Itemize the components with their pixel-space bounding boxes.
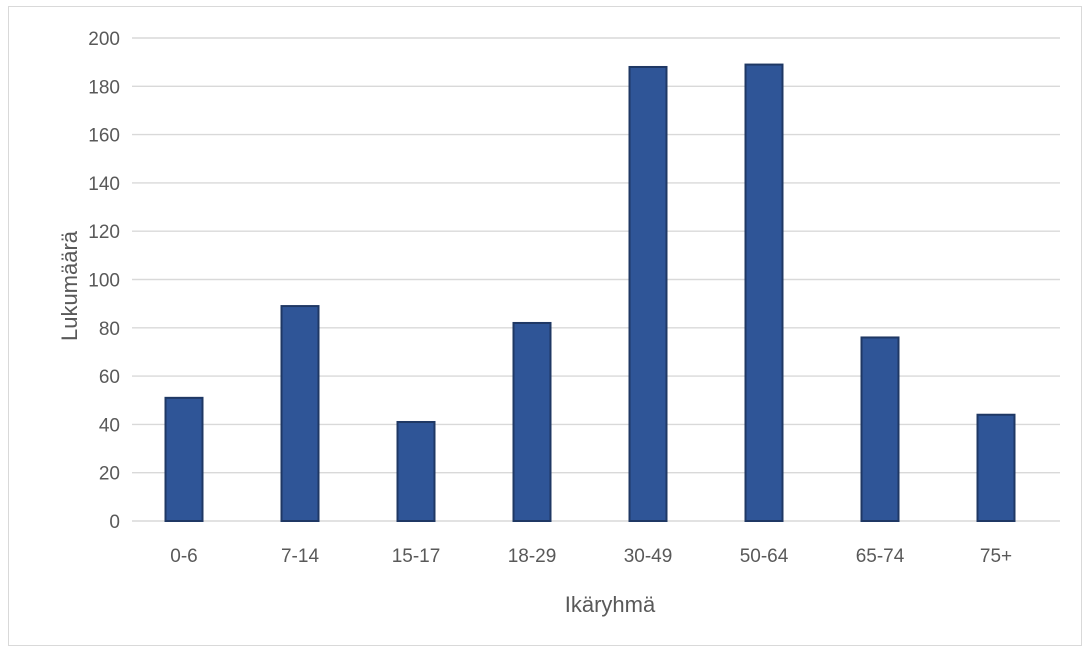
y-tick-labels: 0 20 40 60 80 100 120 140 160 180 200	[88, 29, 120, 533]
x-tick-label: 7-14	[281, 546, 319, 567]
y-tick-label: 0	[109, 512, 120, 533]
x-axis-title: Ikäryhmä	[565, 592, 656, 617]
x-tick-label: 30-49	[624, 546, 673, 567]
x-tick-label: 18-29	[508, 546, 557, 567]
x-tick-label: 15-17	[392, 546, 441, 567]
gridlines	[132, 37, 1060, 522]
y-tick-label: 100	[88, 271, 120, 292]
y-tick-label: 20	[99, 464, 120, 485]
x-tick-labels: 0-6 7-14 15-17 18-29 30-49 50-64 65-74 75+	[170, 546, 1012, 567]
y-axis-title: Lukumäärä	[57, 230, 82, 341]
bar-65-74	[860, 336, 900, 522]
bar-18-29	[512, 321, 552, 522]
x-tick-label: 50-64	[740, 546, 789, 567]
y-tick-label: 120	[88, 222, 120, 243]
bar-30-49	[628, 65, 668, 522]
bar-50-64	[744, 63, 784, 522]
bar-7-14	[280, 305, 320, 522]
x-tick-label: 0-6	[170, 546, 197, 567]
y-tick-label: 40	[99, 415, 120, 436]
y-tick-label: 140	[88, 174, 120, 195]
x-tick-label: 65-74	[856, 546, 905, 567]
y-tick-label: 80	[99, 319, 120, 340]
bar-15-17	[396, 420, 436, 522]
x-tick-label: 75+	[980, 546, 1012, 567]
y-tick-label: 160	[88, 126, 120, 147]
y-tick-label: 200	[88, 29, 120, 50]
bar-0-6	[164, 396, 204, 522]
y-tick-label: 180	[88, 77, 120, 98]
y-tick-label: 60	[99, 367, 120, 388]
bar-75+	[976, 413, 1016, 522]
bars	[164, 63, 1016, 522]
